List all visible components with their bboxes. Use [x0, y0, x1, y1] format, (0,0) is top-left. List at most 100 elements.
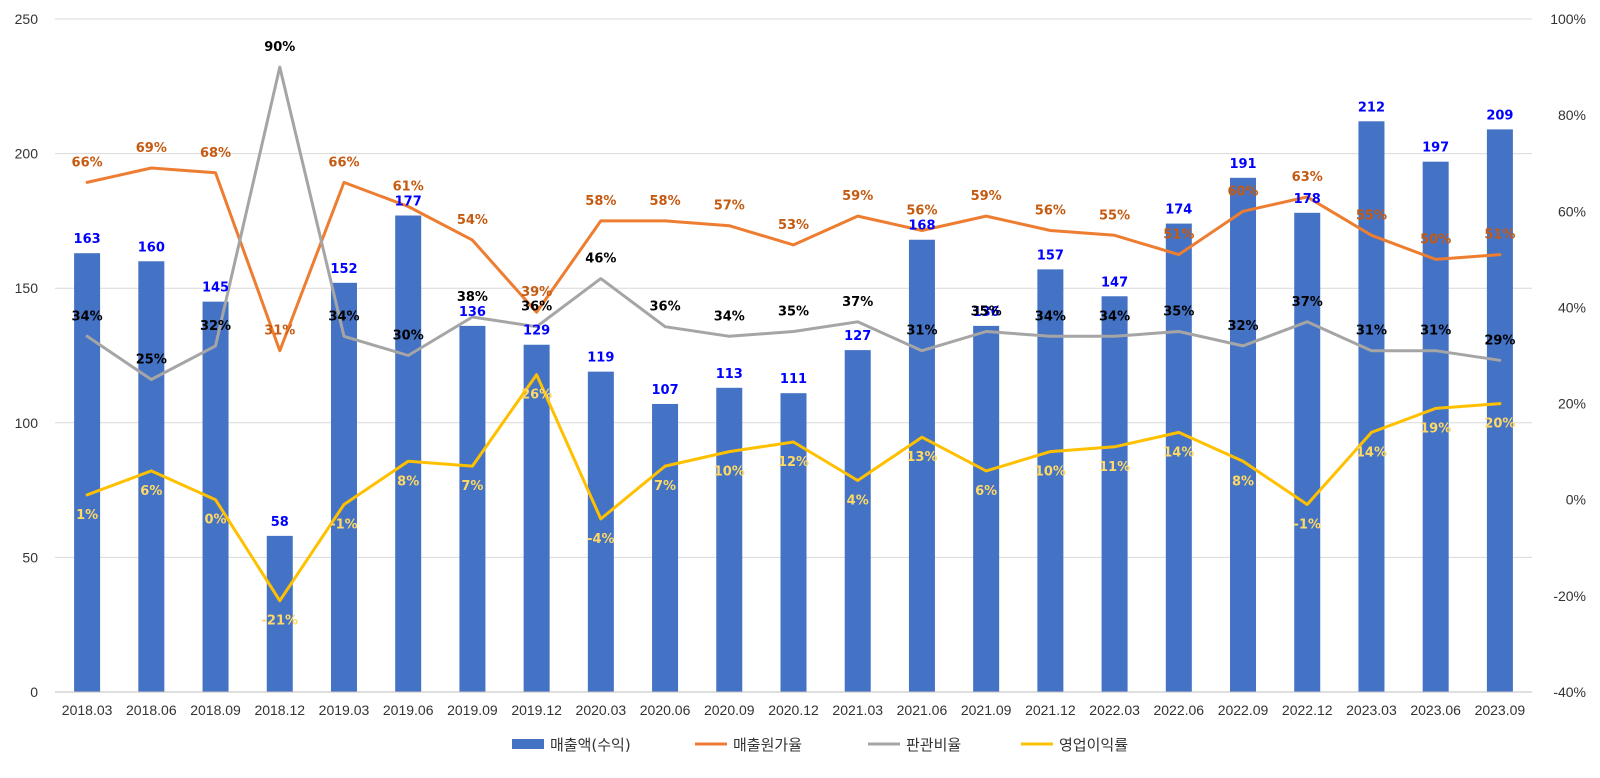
data-label-series-3: 8%: [1232, 474, 1254, 489]
data-label-revenue: 127: [844, 329, 871, 344]
bar-revenue-2018.12: [266, 535, 293, 692]
data-label-series-1: 66%: [72, 155, 103, 170]
line-series-1: [85, 166, 1502, 353]
x-axis-tick: 2022.06: [1153, 702, 1204, 718]
x-axis-tick: 2023.03: [1346, 702, 1397, 718]
x-axis-tick: 2023.09: [1475, 702, 1526, 718]
bar-revenue-2021.12: [1037, 269, 1064, 692]
bar-revenue-2022.09: [1230, 177, 1257, 692]
line-series-3: [85, 373, 1502, 603]
bar-revenue-2021.09: [973, 325, 1000, 692]
x-axis-tick: 2021.09: [961, 702, 1012, 718]
x-axis-tick: 2022.03: [1089, 702, 1140, 718]
data-label-series-3: 6%: [140, 484, 162, 499]
data-label-series-3: 4%: [847, 493, 869, 508]
bar-revenue-2023.09: [1486, 129, 1513, 692]
axes: 0 50 100 150 200 250 -40% -20% 0% 20% 40% 60% 80% 100…: [15, 11, 1586, 718]
x-axis-tick: 2018.06: [126, 702, 177, 718]
data-label-series-1: 31%: [264, 324, 295, 339]
data-label-revenue: 178: [1294, 192, 1321, 207]
right-axis-tick: 40%: [1558, 299, 1586, 315]
data-label-series-1: 51%: [1163, 228, 1194, 243]
right-axis-tick: 80%: [1558, 107, 1586, 123]
data-label-series-2: 25%: [136, 353, 167, 368]
x-axis-tick: 2018.09: [190, 702, 241, 718]
data-label-series-1: 58%: [585, 194, 616, 209]
data-label-series-3: 6%: [975, 484, 997, 499]
right-axis-tick: 100%: [1550, 11, 1586, 27]
x-axis-tick: 2020.12: [768, 702, 819, 718]
data-label-series-2: 36%: [521, 300, 552, 315]
data-label-series-2: 32%: [1227, 319, 1258, 334]
data-label-series-2: 34%: [72, 309, 103, 324]
data-label-series-2: 29%: [1484, 333, 1515, 348]
bar-revenue-2019.06: [395, 215, 422, 693]
data-label-series-1: 51%: [1484, 228, 1515, 243]
data-label-series-3: 8%: [397, 474, 419, 489]
legend-label: 매출원가율: [733, 736, 802, 754]
data-label-series-2: 31%: [906, 324, 937, 339]
data-label-revenue: 177: [395, 195, 422, 210]
right-axis-tick: 0%: [1566, 492, 1586, 508]
data-label-series-2: 37%: [842, 295, 873, 310]
data-label-revenue: 119: [587, 351, 614, 366]
data-label-series-1: 55%: [1099, 208, 1130, 223]
data-label-series-3: 14%: [1163, 445, 1194, 460]
data-label-revenue: 113: [716, 367, 743, 382]
right-axis-tick: -40%: [1553, 684, 1586, 700]
data-label-series-2: 35%: [1163, 304, 1194, 319]
data-label-revenue: 147: [1101, 275, 1128, 290]
left-axis-tick: 250: [15, 11, 39, 27]
data-label-revenue: 212: [1358, 100, 1385, 115]
data-label-series-1: 57%: [714, 199, 745, 214]
bar-revenue-2021.03: [844, 350, 871, 692]
x-axis-tick: 2021.03: [832, 702, 883, 718]
data-label-revenue: 197: [1422, 141, 1449, 156]
data-label-series-3: 13%: [906, 450, 937, 465]
left-axis-tick: 50: [22, 549, 38, 565]
data-label-revenue: 152: [330, 262, 357, 277]
data-label-revenue: 157: [1037, 248, 1064, 263]
left-axis-tick: 0: [30, 684, 38, 700]
x-axis-tick: 2018.03: [62, 702, 113, 718]
data-label-series-3: 14%: [1356, 445, 1387, 460]
data-label-revenue: 107: [651, 383, 678, 398]
data-label-series-1: 53%: [778, 218, 809, 233]
x-axis-tick: 2019.03: [319, 702, 370, 718]
data-label-series-2: 31%: [1420, 324, 1451, 339]
data-label-series-1: 55%: [1356, 208, 1387, 223]
x-axis-tick: 2019.06: [383, 702, 434, 718]
data-label-revenue: 191: [1229, 157, 1256, 172]
data-label-series-1: 61%: [393, 179, 424, 194]
right-axis-tick: 60%: [1558, 203, 1586, 219]
data-label-series-2: 38%: [457, 290, 488, 305]
bar-revenue-2020.09: [716, 387, 743, 692]
left-axis-tick: 200: [15, 146, 39, 162]
data-label-series-3: 0%: [205, 513, 227, 528]
data-label-series-2: 31%: [1356, 324, 1387, 339]
data-label-series-1: 56%: [1035, 204, 1066, 219]
bar-revenue-2020.06: [652, 403, 679, 692]
data-label-series-1: 69%: [136, 141, 167, 156]
x-axis-tick: 2020.09: [704, 702, 755, 718]
left-axis-tick: 100: [15, 415, 39, 431]
x-axis-tick: 2020.06: [640, 702, 691, 718]
legend-label: 매출액(수익): [550, 736, 631, 754]
bar-revenue-2022.06: [1165, 223, 1192, 693]
data-label-revenue: 111: [780, 372, 807, 387]
legend-label: 영업이익률: [1059, 736, 1128, 754]
data-label-revenue: 129: [523, 324, 550, 339]
line-series-group: [85, 65, 1502, 603]
x-axis-tick: 2019.09: [447, 702, 498, 718]
legend-label: 판관비율: [906, 736, 961, 754]
data-label-series-1: 50%: [1420, 232, 1451, 247]
data-label-revenue: 209: [1486, 108, 1513, 123]
data-label-series-2: 32%: [200, 319, 231, 334]
data-label-revenue: 168: [908, 219, 935, 234]
data-label-series-1: 68%: [200, 146, 231, 161]
data-label-series-1: 59%: [842, 189, 873, 204]
legend-swatch-bar: [512, 739, 544, 749]
line-series-2: [85, 65, 1502, 381]
